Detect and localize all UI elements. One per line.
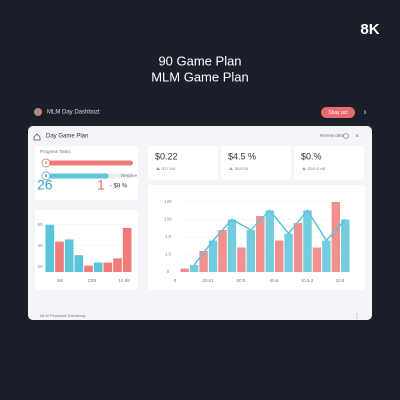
stat-icon (156, 167, 160, 170)
y-tick-label: 20 (37, 264, 43, 269)
bar (93, 262, 103, 272)
stat-note: $3/0.5 dB (308, 166, 325, 171)
bar (331, 202, 341, 272)
bar (74, 255, 84, 272)
bar (113, 258, 122, 272)
progress-panel (35, 146, 138, 200)
progress-marker-label: 6 (45, 173, 48, 178)
bar (284, 233, 293, 272)
bar (218, 230, 227, 272)
x-tick-label: 00:5 (237, 278, 246, 283)
progress-title: Progress Tasks (40, 149, 71, 154)
y-tick-label: 100 (164, 199, 172, 204)
footer: MLM Planeack Dashboay (40, 313, 86, 318)
progress-marker (41, 171, 51, 181)
bar (312, 247, 322, 272)
x-tick-label: 0 (174, 278, 177, 283)
progress-bar (46, 160, 133, 166)
delta: - $8 % (110, 184, 128, 190)
bar (208, 240, 218, 272)
stat-icon (302, 167, 306, 170)
bar (55, 241, 64, 272)
action-icon[interactable] (343, 133, 349, 139)
stat-card (148, 146, 218, 180)
subtitle: MLM Game Plan (151, 69, 249, 84)
stat-card (221, 146, 291, 180)
bar (227, 219, 237, 272)
menu[interactable]: ⋮ (354, 314, 360, 320)
home-icon[interactable] (33, 133, 41, 141)
bar (265, 210, 274, 272)
count: 1 (97, 177, 105, 193)
x-tick-label: CE8 (88, 278, 97, 283)
stat-card (294, 146, 364, 180)
stat-note: $17 NA (162, 166, 176, 171)
line (193, 209, 346, 266)
progress-marker-label: 1 (45, 160, 48, 165)
bar (256, 216, 265, 272)
x-tick-label: 10.5 2 (301, 278, 314, 283)
x-tick-label: 20.61 (202, 278, 214, 283)
y-tick-label: 1.0 (165, 234, 172, 239)
bar (341, 219, 350, 272)
card-actions[interactable]: Renew dets (320, 133, 345, 138)
progress-label: Resolve (121, 173, 138, 178)
stat-value: $0.22 (155, 151, 178, 161)
bar (322, 240, 331, 272)
stat-icon (229, 167, 233, 170)
x-tick-label: 10.8 (336, 278, 345, 283)
avatar (34, 108, 42, 116)
button[interactable] (321, 107, 355, 118)
bar (64, 239, 74, 272)
bar (274, 240, 284, 272)
bar (237, 247, 246, 272)
x-tick-label: 10 88 (118, 278, 130, 283)
button-label[interactable]: Sbay act (328, 110, 348, 116)
card-title: Day Game Plan (46, 134, 88, 140)
bar (180, 268, 189, 272)
bar (84, 265, 93, 272)
progress-bar (46, 173, 109, 179)
bar (303, 210, 312, 272)
y-tick-label: 0 (167, 269, 170, 274)
bar (246, 230, 256, 272)
x-tick-label: 40.8 (270, 278, 279, 283)
bar (189, 265, 199, 272)
big-number: 26 (37, 177, 53, 193)
y-tick-label: 100 (164, 217, 172, 222)
title: 90 Game Plan (158, 53, 241, 68)
close[interactable]: ✕ (355, 133, 359, 139)
bar (293, 223, 303, 272)
stat-note: $5/0/26 (235, 166, 249, 171)
badge: 8K (360, 21, 379, 38)
bar (103, 262, 113, 272)
stat-value: $4.5 % (228, 151, 256, 161)
progress-marker (41, 158, 51, 168)
bar (199, 251, 208, 272)
bar (122, 227, 132, 272)
arrow[interactable]: › (364, 106, 367, 116)
y-tick-label: 60 (37, 222, 43, 227)
bar (45, 224, 55, 272)
toolbar-title: MLM Day Dashbozt (47, 110, 100, 116)
y-tick-label: 40 (37, 243, 43, 248)
x-tick-label: N8 (57, 278, 63, 283)
stat-value: $0.% (301, 151, 322, 161)
y-tick-label: 1.0 (165, 252, 172, 257)
